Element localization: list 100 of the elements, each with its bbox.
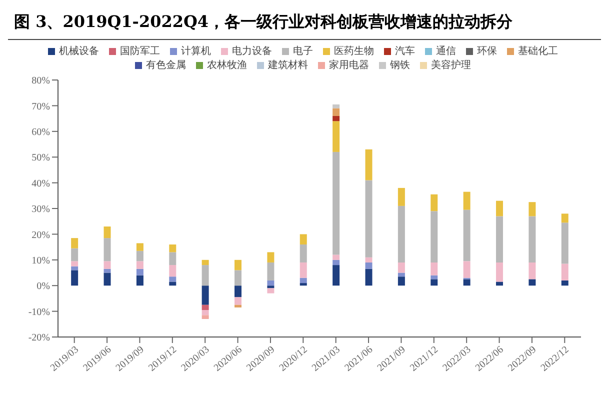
bar <box>332 104 340 108</box>
bar <box>71 261 78 266</box>
bar <box>136 261 144 269</box>
bar <box>169 265 176 277</box>
legend-label: 家用电器 <box>329 60 369 71</box>
bar <box>234 270 242 286</box>
bar <box>267 252 274 262</box>
bar <box>300 234 307 244</box>
bar <box>267 288 274 294</box>
bar <box>300 262 307 278</box>
bar <box>136 275 144 286</box>
y-tick-label: 40% <box>32 178 50 190</box>
bar <box>398 206 405 262</box>
legend-label: 基础化工 <box>518 46 558 57</box>
bar <box>528 202 536 216</box>
bar <box>332 152 340 255</box>
legend-label: 通信 <box>436 46 456 57</box>
bar <box>561 214 568 223</box>
legend-label: 计算机 <box>181 46 211 57</box>
bar <box>332 254 340 260</box>
legend-label: 医药生物 <box>334 46 374 57</box>
bar <box>430 262 438 276</box>
bar <box>267 286 274 288</box>
bar <box>561 280 568 286</box>
bar <box>430 194 438 212</box>
bar <box>528 262 536 280</box>
legend-label: 有色金属 <box>146 60 186 71</box>
bar <box>202 315 209 320</box>
bar <box>561 222 568 264</box>
bar <box>430 279 438 286</box>
bar <box>267 280 274 286</box>
bar <box>496 216 504 262</box>
bar <box>136 250 144 262</box>
bar <box>332 121 340 152</box>
bar <box>267 262 274 280</box>
bar <box>71 270 78 286</box>
bar <box>528 216 536 262</box>
y-tick-label: 30% <box>32 204 50 216</box>
bar <box>300 244 307 262</box>
bar <box>169 276 176 282</box>
y-tick-label: 60% <box>32 126 50 138</box>
bar <box>528 279 536 286</box>
bar <box>202 310 209 316</box>
bar <box>496 282 504 286</box>
bar <box>496 200 504 216</box>
y-tick-label: -20% <box>28 332 50 344</box>
bar <box>463 192 470 210</box>
bar <box>463 279 470 286</box>
bar <box>561 264 568 280</box>
bar <box>365 149 372 180</box>
bar <box>71 266 78 270</box>
legend-label: 电力设备 <box>232 46 272 57</box>
bar <box>496 262 504 282</box>
bar <box>463 261 470 278</box>
bar <box>71 248 78 262</box>
bar <box>234 260 242 270</box>
bar <box>365 257 372 262</box>
legend-label: 国防军工 <box>120 46 160 57</box>
y-tick-label: 20% <box>32 230 50 241</box>
bar <box>398 276 405 286</box>
bar <box>332 260 340 266</box>
bar <box>234 286 242 298</box>
bar <box>430 275 438 280</box>
y-tick-label: 0% <box>36 281 50 292</box>
legend-label: 美容护理 <box>431 60 471 71</box>
y-tick-label: 80% <box>32 76 50 87</box>
bar <box>136 243 144 251</box>
bar <box>365 262 372 269</box>
bar <box>104 226 111 238</box>
bar <box>202 286 209 305</box>
bar <box>202 304 209 310</box>
bar <box>365 268 372 286</box>
legend-label: 环保 <box>477 46 497 57</box>
bar <box>169 252 176 266</box>
bar <box>332 108 340 116</box>
bar <box>300 283 307 286</box>
y-tick-label: 70% <box>32 101 50 112</box>
y-tick-label: 10% <box>32 255 50 266</box>
bar <box>104 268 111 273</box>
bar <box>398 262 405 273</box>
y-tick-label: -10% <box>28 306 50 318</box>
bar <box>104 272 111 286</box>
bar <box>398 188 405 206</box>
bar <box>136 268 144 276</box>
bar <box>300 278 307 284</box>
bar <box>398 272 405 277</box>
bar <box>104 261 111 269</box>
bar <box>234 304 242 308</box>
legend-label: 建筑材料 <box>268 60 308 71</box>
bar <box>430 211 438 262</box>
bar <box>202 265 209 286</box>
bar <box>202 260 209 266</box>
legend-label: 钢铁 <box>390 60 410 71</box>
y-tick-label: 50% <box>32 152 50 164</box>
bar <box>169 244 176 252</box>
legend-label: 机械设备 <box>59 46 99 57</box>
bar <box>332 116 340 122</box>
chart-title: 图 3、2019Q1-2022Q4，各一级行业对科创板营收增速的拉动拆分 <box>8 8 601 40</box>
bar <box>332 265 340 286</box>
bar <box>463 210 470 262</box>
